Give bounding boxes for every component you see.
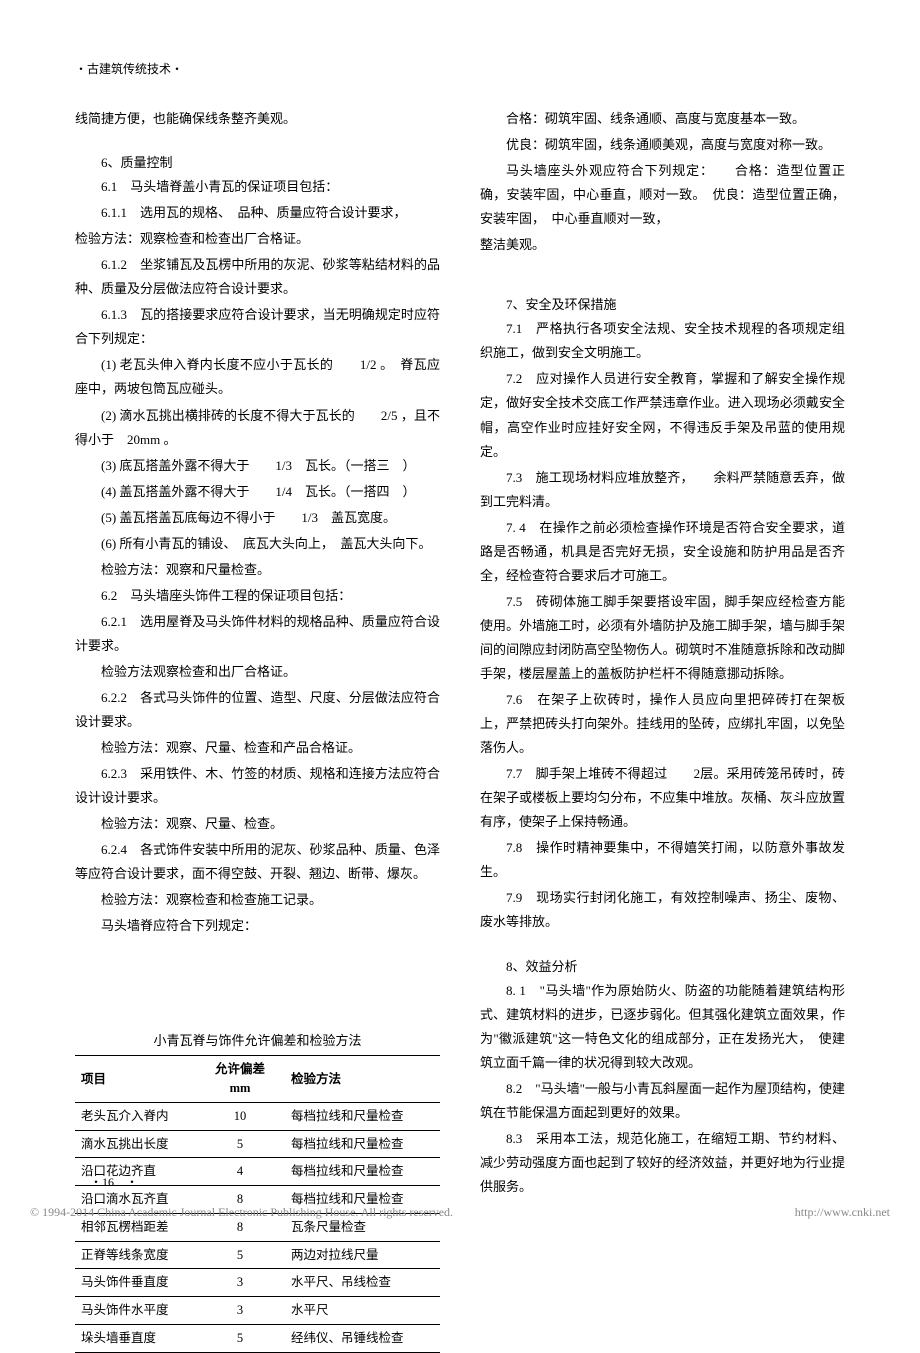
page-number: ・16 ・ (90, 1173, 138, 1190)
table-cell: 5 (195, 1324, 285, 1352)
table-cell: 马头饰件水平度 (75, 1297, 195, 1325)
r3: 马头墙座头外观应符合下列规定： 合格：造型位置正确，安装牢固，中心垂直，顺对一致… (480, 159, 845, 231)
r4: 整洁美观。 (480, 233, 845, 257)
table-cell: 老头瓦介入脊内 (75, 1102, 195, 1130)
p-6-2-2-chk: 检验方法：观察、尺量、检查和产品合格证。 (75, 736, 440, 760)
p-7-6: 7.6 在架子上砍砖时，操作人员应向里把碎砖打在架板上，严禁把砖头打向架外。挂线… (480, 688, 845, 760)
page-header: ・古建筑传统技术・ (75, 60, 845, 77)
table-row: 马头饰件水平度3水平尺 (75, 1297, 440, 1325)
p-8-1: 8. 1 "马头墙"作为原始防火、防盗的功能随着建筑结构形式、建筑材料的进步，已… (480, 979, 845, 1075)
p-7-5: 7.5 砖砌体施工脚手架要搭设牢固，脚手架应经检查方能使用。外墙施工时，必须有外… (480, 590, 845, 686)
p-7-3: 7.3 施工现场材料应堆放整齐， 余料严禁随意丢弃，做到工完料清。 (480, 466, 845, 514)
left-column: 线简捷方便，也能确保线条整齐美观。 6、质量控制 6.1 马头墙脊盖小青瓦的保证… (75, 107, 440, 1353)
table-row: 老头瓦介入脊内10每档拉线和尺量检查 (75, 1102, 440, 1130)
p-6-1-3-3: (3) 底瓦搭盖外露不得大于 1/3 瓦长。（一搭三 ） (75, 454, 440, 478)
p-6-1-3-5: (5) 盖瓦搭盖瓦底每边不得小于 1/3 盖瓦宽度。 (75, 506, 440, 530)
p-7-7: 7.7 脚手架上堆砖不得超过 2层。采用砖笼吊砖时，砖在架子或楼板上要均匀分布，… (480, 762, 845, 834)
table-cell: 水平尺 (285, 1297, 440, 1325)
table-cell: 滴水瓦挑出长度 (75, 1130, 195, 1158)
table-cell: 5 (195, 1241, 285, 1269)
th-tolerance: 允许偏差 mm (195, 1056, 285, 1103)
p-6-end: 马头墙脊应符合下列规定： (75, 914, 440, 938)
p-6-2-4-chk: 检验方法：观察检查和检查施工记录。 (75, 888, 440, 912)
section-7-title: 7、安全及环保措施 (480, 293, 845, 317)
table-row: 垛头墙垂直度5经纬仪、吊锤线检查 (75, 1324, 440, 1352)
section-6-title: 6、质量控制 (75, 151, 440, 175)
copyright-footer: © 1994-2014 China Academic Journal Elect… (30, 1205, 890, 1220)
p-6-1-3-1: (1) 老瓦头伸入脊内长度不应小于瓦长的 1/2 。 脊瓦应座中，两坡包筒瓦应碰… (75, 353, 440, 401)
two-column-layout: 线简捷方便，也能确保线条整齐美观。 6、质量控制 6.1 马头墙脊盖小青瓦的保证… (75, 107, 845, 1353)
p-6-1: 6.1 马头墙脊盖小青瓦的保证项目包括： (75, 175, 440, 199)
table-cell: 4 (195, 1158, 285, 1186)
p-6-2-1: 6.2.1 选用屋脊及马头饰件材料的规格品种、质量应符合设计要求。 (75, 610, 440, 658)
table-cell: 3 (195, 1269, 285, 1297)
table-cell: 马头饰件垂直度 (75, 1269, 195, 1297)
p-6-2-3: 6.2.3 采用铁件、木、竹签的材质、规格和连接方法应符合设计设计要求。 (75, 762, 440, 810)
p-6-2-3-chk: 检验方法：观察、尺量、检查。 (75, 812, 440, 836)
th-item: 项目 (75, 1056, 195, 1103)
table-row: 马头饰件垂直度3水平尺、吊线检查 (75, 1269, 440, 1297)
p-6-1-2: 6.1.2 坐浆铺瓦及瓦楞中所用的灰泥、砂浆等粘结材料的品种、质量及分层做法应符… (75, 253, 440, 301)
tolerance-table: 项目 允许偏差 mm 检验方法 老头瓦介入脊内10每档拉线和尺量检查滴水瓦挑出长… (75, 1055, 440, 1352)
table-cell: 经纬仪、吊锤线检查 (285, 1324, 440, 1352)
table-cell: 每档拉线和尺量检查 (285, 1130, 440, 1158)
p-6-1-3-4: (4) 盖瓦搭盖外露不得大于 1/4 瓦长。（一搭四 ） (75, 480, 440, 504)
th-method: 检验方法 (285, 1056, 440, 1103)
p-7-2: 7.2 应对操作人员进行安全教育，掌握和了解安全操作规定，做好安全技术交底工作严… (480, 367, 845, 463)
p-8-2: 8.2 "马头墙"一般与小青瓦斜屋面一起作为屋顶结构，使建筑在节能保温方面起到更… (480, 1077, 845, 1125)
p-6-1-3-2: (2) 滴水瓦挑出横排砖的长度不得大于瓦长的 2/5 ，且不得小于 20mm 。 (75, 404, 440, 452)
footer-url: http://www.cnki.net (795, 1205, 890, 1220)
p-6-2-2: 6.2.2 各式马头饰件的位置、造型、尺度、分层做法应符合设计要求。 (75, 686, 440, 734)
right-column: 合格：砌筑牢固、线条通顺、高度与宽度基本一致。 优良：砌筑牢固，线条通顺美观，高… (480, 107, 845, 1353)
p-6-2-1-chk: 检验方法观察检查和出厂合格证。 (75, 660, 440, 684)
intro-line: 线简捷方便，也能确保线条整齐美观。 (75, 107, 440, 131)
table-cell: 垛头墙垂直度 (75, 1324, 195, 1352)
table-cell: 10 (195, 1102, 285, 1130)
table-cell: 每档拉线和尺量检查 (285, 1102, 440, 1130)
p-6-1-1: 6.1.1 选用瓦的规格、 品种、质量应符合设计要求， (75, 201, 440, 225)
table-cell: 两边对拉线尺量 (285, 1241, 440, 1269)
p-6-1-3-6: (6) 所有小青瓦的铺设、 底瓦大头向上， 盖瓦大头向下。 (75, 532, 440, 556)
table-row: 滴水瓦挑出长度5每档拉线和尺量检查 (75, 1130, 440, 1158)
r2: 优良：砌筑牢固，线条通顺美观，高度与宽度对称一致。 (480, 133, 845, 157)
p-6-1-3: 6.1.3 瓦的搭接要求应符合设计要求，当无明确规定时应符合下列规定： (75, 303, 440, 351)
p-7-1: 7.1 严格执行各项安全法规、安全技术规程的各项规定组织施工，做到安全文明施工。 (480, 317, 845, 365)
table-title: 小青瓦脊与饰件允许偏差和检验方法 (75, 1031, 440, 1052)
p-8-3: 8.3 采用本工法，规范化施工，在缩短工期、节约材料、减少劳动强度方面也起到了较… (480, 1127, 845, 1199)
table-cell: 5 (195, 1130, 285, 1158)
p-6-2: 6.2 马头墙座头饰件工程的保证项目包括： (75, 584, 440, 608)
table-row: 正脊等线条宽度5两边对拉线尺量 (75, 1241, 440, 1269)
footer-copyright: © 1994-2014 China Academic Journal Elect… (30, 1205, 453, 1220)
p-6-1-3-chk: 检验方法：观察和尺量检查。 (75, 558, 440, 582)
r1: 合格：砌筑牢固、线条通顺、高度与宽度基本一致。 (480, 107, 845, 131)
table-cell: 正脊等线条宽度 (75, 1241, 195, 1269)
p-7-8: 7.8 操作时精神要集中，不得嬉笑打闹，以防意外事故发生。 (480, 836, 845, 884)
p-6-1-1b: 检验方法：观察检查和检查出厂合格证。 (75, 227, 440, 251)
table-cell: 3 (195, 1297, 285, 1325)
table-cell: 每档拉线和尺量检查 (285, 1158, 440, 1186)
table-header-row: 项目 允许偏差 mm 检验方法 (75, 1056, 440, 1103)
table-cell: 水平尺、吊线检查 (285, 1269, 440, 1297)
section-8-title: 8、效益分析 (480, 955, 845, 979)
p-6-2-4: 6.2.4 各式饰件安装中所用的泥灰、砂浆品种、质量、色泽等应符合设计要求，面不… (75, 838, 440, 886)
p-7-9: 7.9 现场实行封闭化施工，有效控制噪声、扬尘、废物、废水等排放。 (480, 886, 845, 934)
p-7-4: 7. 4 在操作之前必须检查操作环境是否符合安全要求，道路是否畅通，机具是否完好… (480, 516, 845, 588)
